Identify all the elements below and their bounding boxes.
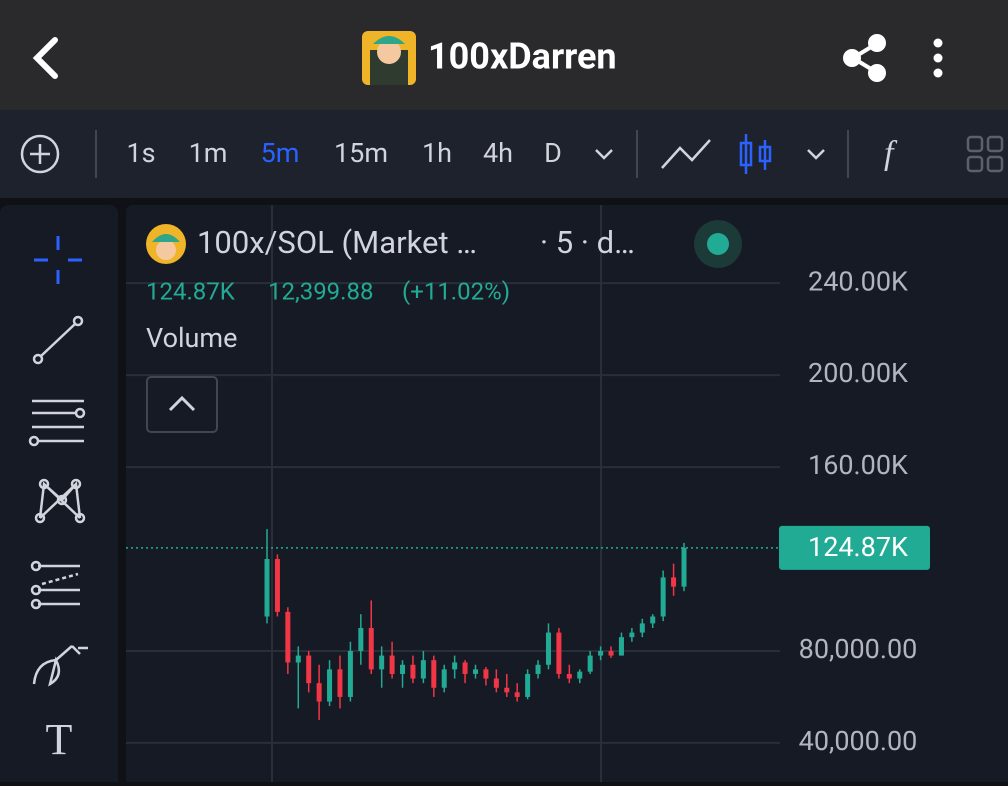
candle-body xyxy=(379,655,385,670)
candle-body xyxy=(295,655,301,663)
price-change-percent: (+11.02%) xyxy=(402,277,510,305)
candle-body xyxy=(608,650,614,656)
last-price-badge xyxy=(779,525,930,570)
more-button[interactable] xyxy=(933,38,943,78)
candle-body xyxy=(545,632,551,665)
price-axis-label: 240.00K xyxy=(808,265,908,297)
symbol-name: 100x/SOL (Market … xyxy=(197,224,477,261)
candle-body xyxy=(337,669,343,697)
candle-body xyxy=(504,687,510,693)
candle-body xyxy=(629,632,635,638)
candle-body xyxy=(462,662,468,674)
indicator-name: Volume xyxy=(146,322,237,354)
drawing-tools-panel xyxy=(0,205,118,786)
candle-body xyxy=(306,655,312,684)
chart-type-dropdown[interactable] xyxy=(807,149,825,160)
interval-dropdown[interactable] xyxy=(595,149,613,160)
market-status-dot xyxy=(707,233,729,255)
candle-body xyxy=(410,664,416,679)
legend-avatar xyxy=(146,224,186,264)
candle-body xyxy=(535,664,541,674)
candle-body xyxy=(264,559,270,617)
trend-line-tool[interactable] xyxy=(32,315,84,365)
collapse-legend-button[interactable] xyxy=(146,376,218,433)
crosshair-tool[interactable] xyxy=(34,236,82,284)
price-axis-label: 80,000.00 xyxy=(799,633,918,665)
projection-tool[interactable] xyxy=(30,560,80,610)
fib-tool[interactable] xyxy=(28,399,86,447)
add-button[interactable] xyxy=(20,134,60,174)
pattern-tool[interactable] xyxy=(34,478,86,524)
interval-button[interactable]: 15m xyxy=(334,137,388,169)
candle-body xyxy=(441,669,447,688)
candle-chart-button[interactable] xyxy=(739,134,772,174)
price-axis-label: 40,000.00 xyxy=(799,725,918,757)
candle-body xyxy=(566,673,572,679)
candle-body xyxy=(358,627,364,651)
back-button[interactable] xyxy=(32,37,58,79)
candle-body xyxy=(556,632,562,674)
top-bar xyxy=(0,0,1008,110)
candle-body xyxy=(327,669,333,702)
symbol-details: · 5 · d… xyxy=(540,224,635,261)
candle-body xyxy=(368,627,374,670)
last-price: 124.87K xyxy=(146,277,236,305)
line-chart-button[interactable] xyxy=(661,139,711,169)
candle-body xyxy=(452,662,458,670)
price-axis-label: 160.00K xyxy=(808,449,908,481)
text-tool[interactable]: T xyxy=(46,715,73,764)
candle-body xyxy=(650,616,656,624)
candle-body xyxy=(285,611,291,663)
last-price-badge-label: 124.87K xyxy=(808,531,908,563)
candle-body xyxy=(681,547,687,587)
chart-panel xyxy=(126,205,1008,786)
candle-body xyxy=(347,650,353,697)
price-change: 12,399.88 xyxy=(268,277,373,305)
interval-button[interactable]: 1s xyxy=(126,137,155,169)
candle-body xyxy=(493,678,499,688)
candle-body xyxy=(389,655,395,674)
avatar xyxy=(362,31,416,85)
candle-body xyxy=(473,669,478,674)
candle-body xyxy=(483,669,489,679)
candle-body xyxy=(514,692,520,697)
interval-button[interactable]: 4h xyxy=(483,137,513,169)
share-button[interactable] xyxy=(843,34,886,82)
candle-body xyxy=(431,660,437,688)
candle-body xyxy=(671,577,677,587)
interval-button[interactable]: 5m xyxy=(261,137,300,169)
candle-body xyxy=(598,650,604,656)
candle-body xyxy=(525,673,531,697)
interval-button[interactable]: D xyxy=(544,137,562,169)
toolbar xyxy=(0,110,1008,198)
brush-tool[interactable] xyxy=(32,645,88,687)
candle-body xyxy=(274,559,280,612)
candle-body xyxy=(587,655,593,672)
candle-body xyxy=(316,683,322,702)
candle-body xyxy=(577,671,583,679)
candle-body xyxy=(639,623,645,633)
candle-body xyxy=(400,664,406,674)
candle-body xyxy=(618,637,624,656)
candle-body xyxy=(660,577,666,617)
page-title: 100xDarren xyxy=(428,36,617,78)
price-axis-label: 200.00K xyxy=(808,357,908,389)
interval-button[interactable]: 1h xyxy=(422,137,452,169)
candle-body xyxy=(420,660,426,679)
layout-button[interactable] xyxy=(966,135,1004,173)
interval-button[interactable]: 1m xyxy=(189,137,228,169)
